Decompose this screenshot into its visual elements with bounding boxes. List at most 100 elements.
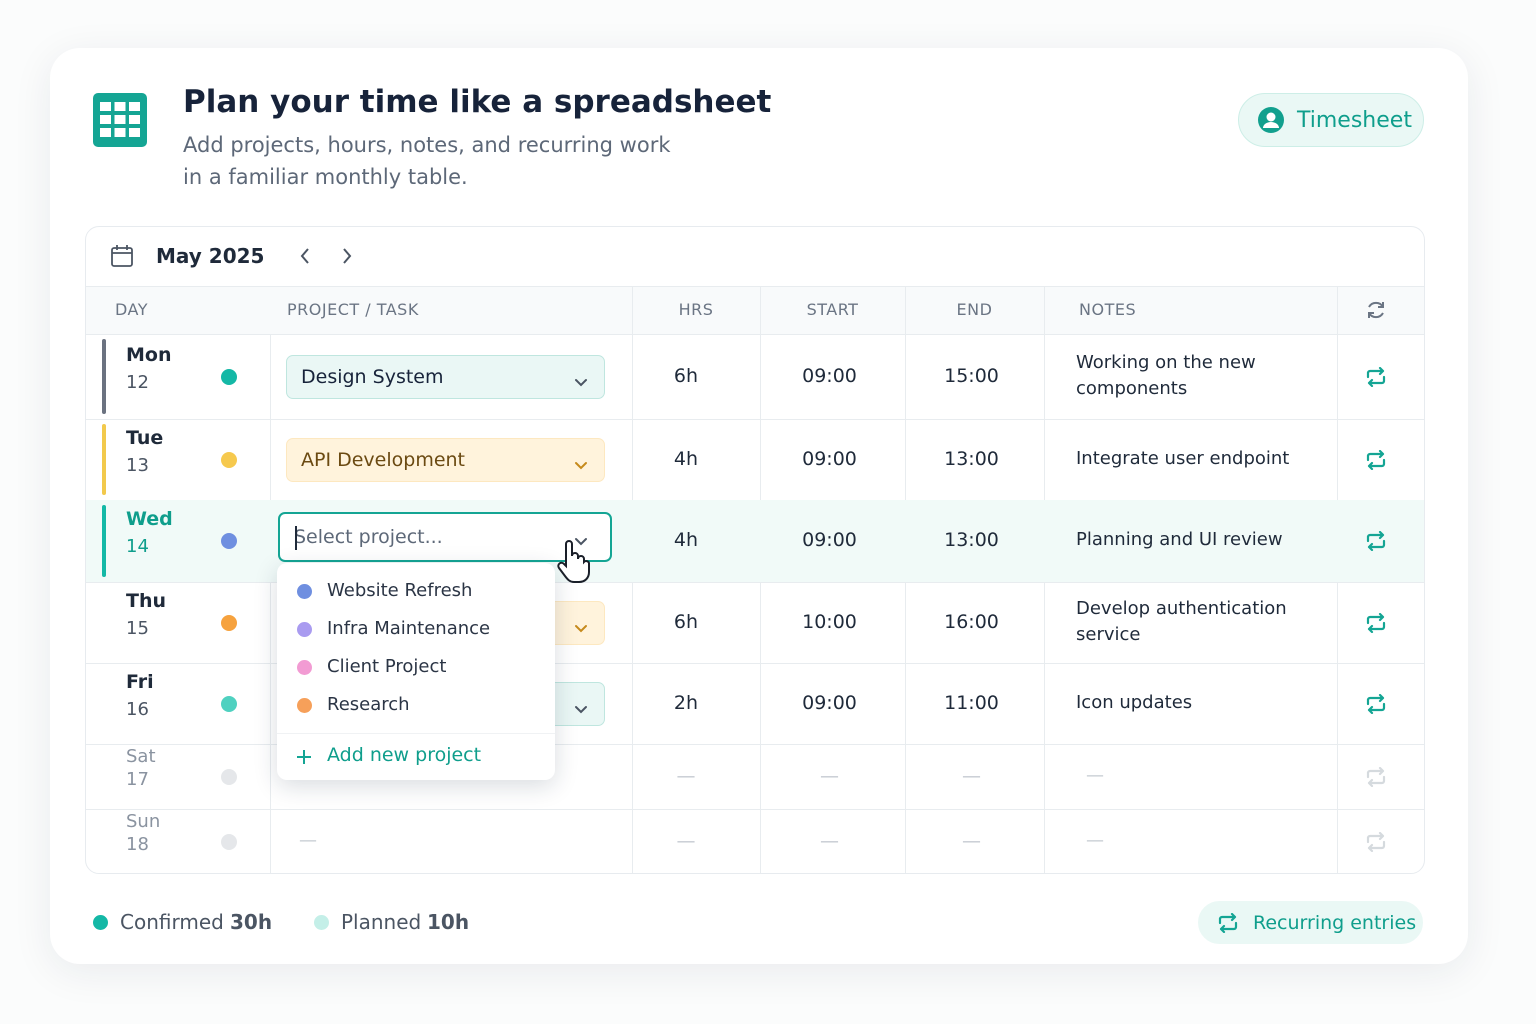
user-icon <box>1258 107 1284 133</box>
day-date: 18 <box>126 834 149 855</box>
cursor <box>557 540 590 583</box>
project-select[interactable]: Design System <box>286 354 605 399</box>
column-header: NOTES <box>1079 300 1137 319</box>
day-date: 17 <box>126 768 149 790</box>
column-header: END <box>956 300 993 319</box>
subtitle: in a familiar monthly table. <box>183 165 468 189</box>
plus-icon <box>295 748 313 770</box>
divider <box>86 334 1424 335</box>
cell-hours: — <box>676 830 696 852</box>
row-dot <box>221 614 237 631</box>
col-divider <box>270 334 271 873</box>
cell-end: — <box>962 764 981 787</box>
column-header: PROJECT / TASK <box>287 300 419 319</box>
refresh-icon-glyph <box>1368 301 1384 319</box>
grid-icon <box>93 93 147 147</box>
recurring-toggle-glyph <box>1366 693 1386 714</box>
dropdown-option[interactable]: Client Project <box>277 653 555 683</box>
dropdown-option[interactable]: Website Refresh <box>277 577 555 607</box>
cell-start: 09:00 <box>802 529 857 551</box>
recurring-toggle[interactable] <box>1365 530 1387 555</box>
row-dot <box>221 695 237 712</box>
row-dot <box>221 368 237 385</box>
cell-end: 13:00 <box>944 447 999 470</box>
legend-value: 30h <box>230 910 273 934</box>
chevron-glyph <box>575 378 587 386</box>
project-empty: — <box>299 830 317 851</box>
prev-month[interactable] <box>298 247 312 269</box>
option-dot <box>297 622 312 637</box>
cell-notes: Planning and UI review <box>1076 529 1283 550</box>
chevron-glyph <box>575 461 587 469</box>
day-name: Fri <box>126 670 154 693</box>
recurring-toggle-glyph <box>1366 831 1386 853</box>
cell-start: — <box>820 830 839 852</box>
day-date: 12 <box>126 371 149 393</box>
column-header: HRS <box>678 300 714 319</box>
chevron <box>574 456 588 475</box>
row-accent <box>102 505 106 577</box>
cell-notes: — <box>1086 764 1104 786</box>
cell-end: 13:00 <box>944 529 999 551</box>
recurring-toggle-glyph <box>1366 366 1386 387</box>
day-name: Sun <box>126 811 161 832</box>
recurring-toggle-glyph <box>1366 766 1386 787</box>
recurring-toggle[interactable] <box>1365 449 1387 474</box>
cell-start: 09:00 <box>802 364 857 387</box>
column-header: START <box>806 300 859 319</box>
chevron-glyph <box>575 624 587 632</box>
project-select[interactable]: API Development <box>286 437 605 482</box>
calendar-icon-glyph <box>111 245 133 267</box>
option-label: Infra Maintenance <box>327 618 491 639</box>
cell-hours: 6h <box>673 364 699 387</box>
recurring-toggle[interactable] <box>1365 612 1387 637</box>
recurring-toggle-glyph <box>1366 530 1386 552</box>
project-name: API Development <box>301 448 466 471</box>
text-caret <box>295 526 297 550</box>
row-dot <box>221 834 237 850</box>
timesheet-button[interactable]: Timesheet <box>1238 93 1424 147</box>
recurring-toggle[interactable] <box>1365 766 1387 791</box>
dropdown-option[interactable]: Infra Maintenance <box>277 615 555 645</box>
day-name: Mon <box>126 343 172 366</box>
recurring-toggle[interactable] <box>1365 831 1387 856</box>
row-dot <box>221 768 237 785</box>
legend-label: Confirmed <box>120 910 224 934</box>
cell-end: — <box>962 830 981 852</box>
cell-notes: Develop authentication <box>1076 597 1287 619</box>
project-name: Design System <box>301 365 444 388</box>
divider <box>277 733 555 734</box>
prev-month-glyph <box>300 248 309 264</box>
divider <box>86 809 1424 810</box>
recurring-toggle-glyph <box>1366 449 1386 470</box>
option-label: Website Refresh <box>327 580 473 601</box>
recurring-toggle[interactable] <box>1365 693 1387 718</box>
chevron-glyph <box>575 538 587 546</box>
cell-end: 15:00 <box>944 364 999 387</box>
chevron-glyph <box>575 705 587 713</box>
option-dot <box>297 584 312 599</box>
refresh-icon[interactable] <box>1365 299 1387 325</box>
recurring-toggle[interactable] <box>1365 366 1387 391</box>
cell-notes: service <box>1076 623 1141 645</box>
row-dot <box>221 451 237 468</box>
cell-hours: — <box>676 764 696 787</box>
chevron <box>574 373 588 392</box>
button-label: Timesheet <box>1297 107 1412 133</box>
column-header: DAY <box>115 300 149 319</box>
legend-dot <box>93 915 108 930</box>
legend-dot <box>314 915 329 930</box>
day-name: Tue <box>126 426 164 449</box>
divider <box>86 582 1424 583</box>
recurring-button[interactable]: Recurring entries <box>1198 901 1423 944</box>
option-dot <box>297 698 312 713</box>
cell-notes: components <box>1076 377 1188 399</box>
project-select-open[interactable]: Select project... <box>278 512 612 562</box>
cell-start: 09:00 <box>802 447 857 470</box>
next-month[interactable] <box>340 247 354 269</box>
divider <box>86 663 1424 664</box>
title: Plan your time like a spreadsheet <box>183 84 772 120</box>
next-month-glyph <box>343 248 352 264</box>
dropdown-option[interactable]: Research <box>277 691 555 721</box>
